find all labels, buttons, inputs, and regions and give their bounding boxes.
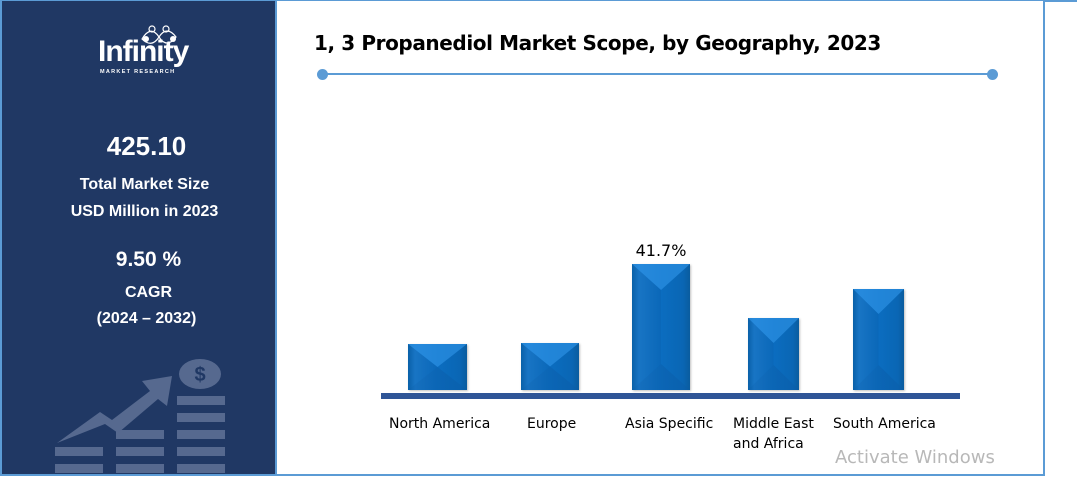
x-axis-baseline bbox=[381, 393, 960, 399]
data-label-asia-specific: 41.7% bbox=[635, 241, 687, 260]
x-label-asia-specific: Asia Specific bbox=[625, 416, 714, 432]
bar-middle-east-africa bbox=[748, 318, 799, 390]
title-line-dot-right bbox=[987, 69, 998, 80]
title-underline bbox=[322, 73, 994, 75]
sidebar-panel: Infinity MARKET RESEARCH 425.10 Total Ma… bbox=[0, 1, 277, 476]
bar-asia-specific bbox=[632, 264, 690, 390]
market-size-unit-label: USD Million in 2023 bbox=[70, 203, 219, 220]
x-label-europe: Europe bbox=[527, 416, 577, 432]
growth-chart-dollar-icon: $ bbox=[55, 359, 225, 473]
chart-title: 1, 3 Propanediol Market Scope, by Geogra… bbox=[314, 31, 881, 55]
bar-south-america bbox=[853, 289, 904, 390]
cagr-period: (2024 – 2032) bbox=[96, 310, 197, 327]
market-size-value: 425.10 bbox=[106, 131, 187, 161]
logo-subtitle: MARKET RESEARCH bbox=[100, 69, 176, 75]
bar-north-america bbox=[408, 344, 467, 390]
cagr-label: CAGR bbox=[124, 284, 173, 301]
title-line-dot-left bbox=[317, 69, 328, 80]
market-size-label: Total Market Size bbox=[79, 176, 210, 193]
x-label-middle-east-africa: Middle East and Africa bbox=[733, 416, 814, 452]
activate-windows-watermark: Activate Windows bbox=[835, 447, 995, 468]
infinity-logo: Infinity MARKET RESEARCH bbox=[98, 25, 208, 75]
svg-text:$: $ bbox=[194, 364, 205, 386]
logo-wordmark: Infinity bbox=[98, 35, 189, 68]
x-label-north-america: North America bbox=[389, 416, 491, 432]
bar-europe bbox=[521, 343, 579, 390]
cagr-value: 9.50 % bbox=[115, 248, 182, 271]
logo-infinity-icon bbox=[141, 25, 177, 44]
chart-panel: 1, 3 Propanediol Market Scope, by Geogra… bbox=[277, 1, 1045, 476]
x-label-south-america: South America bbox=[833, 416, 936, 432]
